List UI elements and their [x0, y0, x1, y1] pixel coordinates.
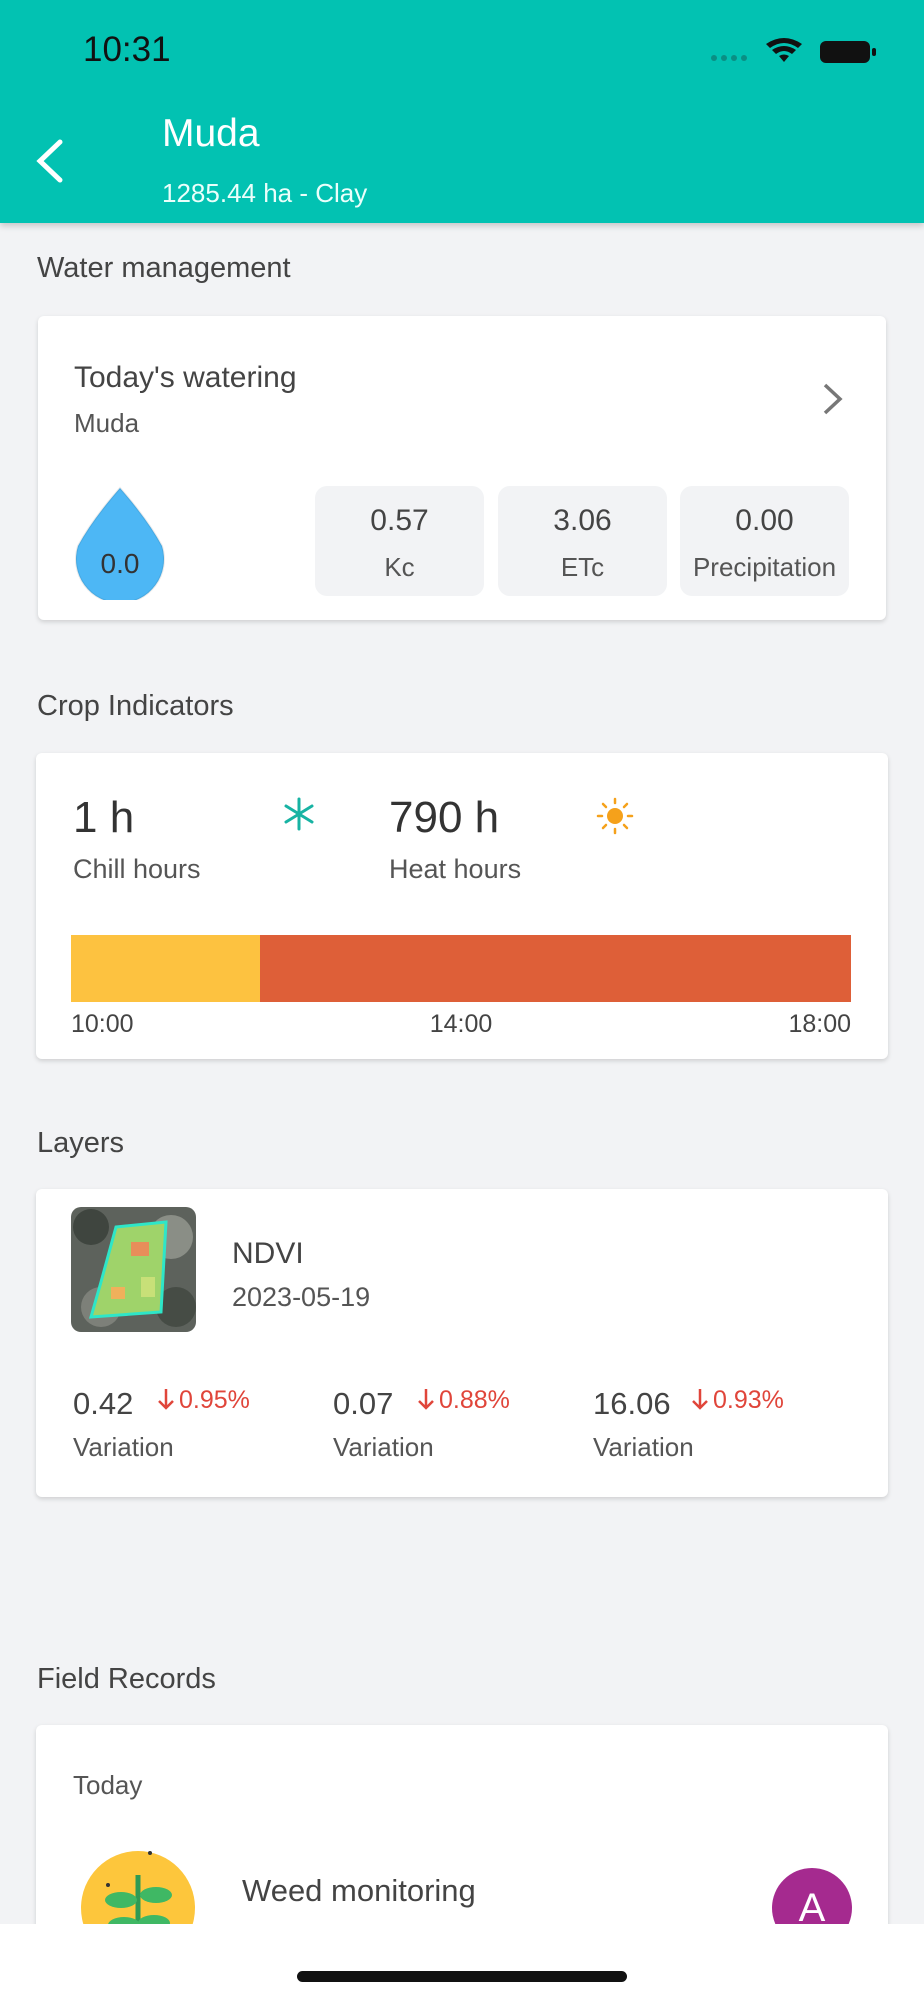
chill-label: Chill hours — [73, 854, 201, 884]
app-bar: 10:31 Muda 1285.44 ha - Clay — [0, 0, 924, 223]
chill-icon — [284, 797, 314, 831]
down-arrow — [158, 1389, 174, 1410]
water-drop — [75, 486, 165, 600]
timeline-segment — [71, 935, 260, 1002]
heat-icon — [596, 797, 634, 835]
avatar[interactable]: A — [772, 1868, 852, 1924]
record-title: Weed monitoring — [242, 1873, 476, 1908]
avatar-initial: A — [798, 1886, 826, 1924]
record-card[interactable]: Today Weed monitoring A — [36, 1725, 888, 1924]
layer-card[interactable]: NDVI 2023-05-19 0.42 0.95% Variation 0.0… — [36, 1189, 888, 1497]
metric-value: 0.57 — [370, 504, 429, 537]
stat-label: Variation — [73, 1432, 174, 1462]
section-title: Crop Indicators — [37, 690, 234, 722]
status-time: 10:31 — [83, 30, 171, 69]
section-title: Layers — [37, 1127, 125, 1159]
metric-box: 3.06 ETc — [498, 486, 667, 596]
status-icons — [711, 38, 876, 63]
chevron — [823, 383, 843, 415]
time-label: 10:00 — [71, 1010, 134, 1038]
stat-value: 16.06 — [593, 1386, 671, 1421]
crop-card: 1 h Chill hours 790 h Heat hours 10:00 1… — [36, 753, 888, 1059]
time-label: 18:00 — [788, 1010, 851, 1038]
metric-label: Kc — [384, 552, 415, 582]
card-subtitle: Muda — [74, 408, 140, 438]
time-label: 14:00 — [429, 1010, 493, 1038]
layer-date: 2023-05-19 — [232, 1282, 371, 1312]
stat-label: Variation — [333, 1432, 434, 1462]
section-title: Field Records — [37, 1663, 216, 1695]
metric-label: Precipitation — [692, 552, 837, 582]
stat-label: Variation — [593, 1432, 694, 1462]
stat-value: 0.07 — [333, 1386, 394, 1421]
field-subtitle: 1285.44 ha - Clay — [162, 178, 368, 208]
metric-value: 0.00 — [735, 504, 794, 537]
heat-label: Heat hours — [389, 854, 522, 884]
heat-value: 790 h — [389, 793, 500, 842]
stat-value: 0.42 — [73, 1386, 134, 1421]
stat-change: 0.95% — [179, 1386, 250, 1414]
record-illustration — [81, 1851, 195, 1924]
metric-value: 3.06 — [553, 504, 612, 537]
drop-value: 0.0 — [100, 548, 140, 579]
stat-change: 0.93% — [713, 1386, 784, 1414]
chill-value: 1 h — [73, 793, 135, 842]
scroll-view: 10:31 Muda 1285.44 ha - Clay Water manag… — [0, 0, 924, 1924]
layer-thumbnail — [71, 1207, 196, 1332]
metric-label: ETc — [560, 552, 605, 582]
metric-box: 0.00 Precipitation — [680, 486, 849, 596]
section-title: Water management — [37, 252, 291, 284]
down-arrow — [692, 1389, 708, 1410]
metric-box: 0.57 Kc — [315, 486, 484, 596]
watering-card[interactable]: Today's watering Muda 0.0 0.57 Kc 3.06 ETc… — [38, 316, 886, 620]
field-title: Muda — [162, 112, 260, 155]
stat-change: 0.88% — [439, 1386, 510, 1414]
home-indicator — [297, 1971, 627, 1982]
record-day: Today — [73, 1770, 143, 1800]
back-button[interactable] — [32, 138, 68, 184]
layer-name: NDVI — [232, 1237, 304, 1270]
card-title: Today's watering — [74, 361, 297, 394]
down-arrow — [418, 1389, 434, 1410]
timeline-segment — [260, 935, 851, 1002]
